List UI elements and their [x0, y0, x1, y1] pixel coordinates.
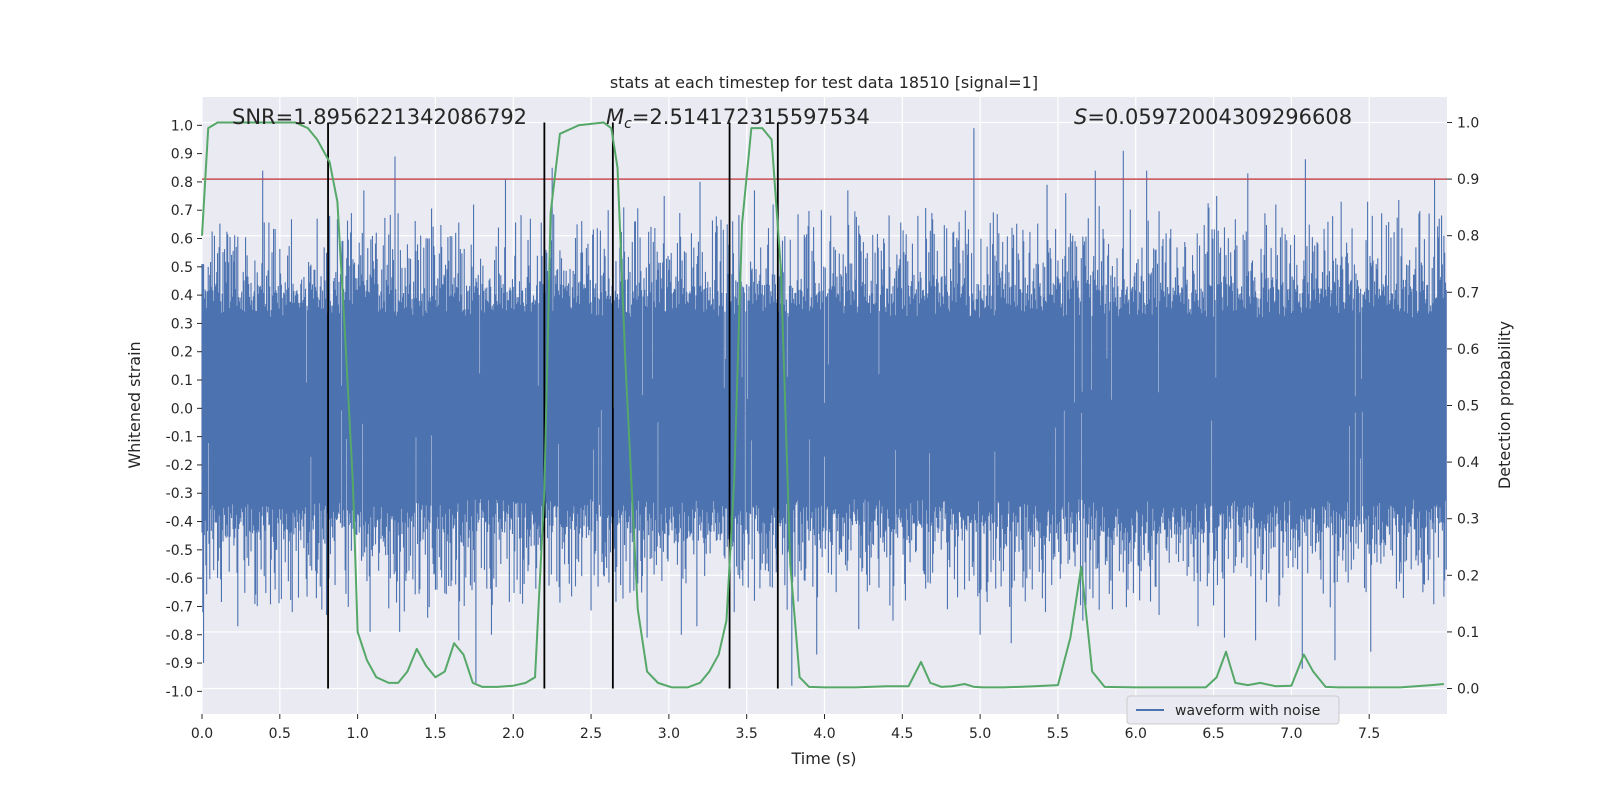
x-tick-label: 2.5 — [580, 726, 602, 742]
s-value: =0.05972004309296608 — [1087, 105, 1352, 129]
s-annotation: S=0.05972004309296608 — [1074, 105, 1352, 129]
y2-tick-label: 0.7 — [1457, 285, 1479, 301]
y2-tick-label: 1.0 — [1457, 115, 1479, 131]
x-tick-label: 0.5 — [269, 726, 291, 742]
chirp-mass-subscript: c — [624, 116, 632, 132]
x-tick-label: 3.0 — [658, 726, 680, 742]
y2-tick-label: 0.6 — [1457, 342, 1479, 358]
x-tick-label: 1.5 — [424, 726, 446, 742]
y-ticks: 1.0 0.9 0.8 0.7 0.6 0.5 0.4 0.3 0.2 0.1 0.0 -0.1 -0.… — [166, 118, 202, 700]
y2-tick-label: 0.4 — [1457, 455, 1479, 471]
y-tick-label: -0.7 — [166, 599, 193, 615]
y-tick-label: -0.9 — [166, 656, 193, 672]
y-tick-label: -0.6 — [166, 571, 193, 587]
x-tick-label: 3.5 — [736, 726, 758, 742]
x-tick-label: 5.0 — [969, 726, 991, 742]
y-tick-label: 0.4 — [171, 288, 193, 304]
x-tick-label: 5.5 — [1047, 726, 1069, 742]
detection-probability-series — [201, 121, 1444, 689]
y-tick-label: 0.7 — [171, 203, 193, 219]
y2-tick-label: 0.2 — [1457, 568, 1479, 584]
s-symbol: S — [1074, 105, 1087, 129]
y2-tick-label: 0.3 — [1457, 512, 1479, 528]
y-tick-label: 0.3 — [171, 316, 193, 332]
y-tick-label: 1.0 — [171, 118, 193, 134]
x-tick-label: 4.5 — [891, 726, 913, 742]
x-axis-label: Time (s) — [790, 749, 856, 768]
x-tick-label: 7.5 — [1358, 726, 1380, 742]
y2-axis-label: Detection probability — [1495, 321, 1514, 489]
x-tick-label: 6.0 — [1125, 726, 1147, 742]
y2-tick-label: 0.1 — [1457, 625, 1479, 641]
y-tick-label: -0.3 — [166, 486, 193, 502]
x-tick-label: 4.0 — [813, 726, 835, 742]
y-tick-label: -0.4 — [166, 515, 193, 531]
y-axis-label: Whitened strain — [125, 341, 144, 468]
y-tick-label: -0.2 — [166, 458, 193, 474]
y-tick-label: 0.9 — [171, 147, 193, 163]
legend-box — [1126, 695, 1340, 725]
chirp-mass-symbol: M — [606, 105, 624, 129]
x-tick-label: 1.0 — [346, 726, 368, 742]
y-tick-label: -1.0 — [166, 684, 193, 700]
x-tick-label: 2.0 — [502, 726, 524, 742]
chirp-mass-value: =2.514172315597534 — [632, 105, 870, 129]
snr-annotation: SNR=1.8956221342086792 — [232, 105, 527, 129]
y-tick-label: -0.1 — [166, 430, 193, 446]
chart-title: stats at each timestep for test data 185… — [610, 73, 1038, 92]
y-tick-label: 0.0 — [171, 401, 193, 417]
chirp-mass-annotation: Mc=2.514172315597534 — [606, 105, 870, 132]
y-tick-label: 0.8 — [171, 175, 193, 191]
y-tick-label: -0.8 — [166, 628, 193, 644]
y-tick-label: 0.1 — [171, 373, 193, 389]
legend: waveform with noise — [1126, 695, 1340, 725]
y2-tick-label: 0.5 — [1457, 399, 1479, 415]
y2-tick-label: 0.8 — [1457, 229, 1479, 245]
probability-layer — [201, 121, 1444, 689]
y2-ticks: 1.0 0.9 0.8 0.7 0.6 0.5 0.4 0.3 0.2 0.1 0.0 — [1447, 115, 1479, 698]
y-tick-label: -0.5 — [166, 543, 193, 559]
x-tick-label: 0.0 — [191, 726, 213, 742]
legend-entry: waveform with noise — [1175, 703, 1320, 719]
x-tick-label: 7.0 — [1280, 726, 1302, 742]
x-tick-label: 6.5 — [1202, 726, 1224, 742]
y-tick-label: 0.2 — [171, 345, 193, 361]
y-tick-label: 0.6 — [171, 232, 193, 248]
y-tick-label: 0.5 — [171, 260, 193, 276]
y2-tick-label: 0.0 — [1457, 682, 1479, 698]
y2-tick-label: 0.9 — [1457, 172, 1479, 188]
x-ticks: 0.0 0.5 1.0 1.5 2.0 2.5 3.0 3.5 4.0 4.5 5.0 5.5 6.0 6… — [191, 714, 1380, 742]
